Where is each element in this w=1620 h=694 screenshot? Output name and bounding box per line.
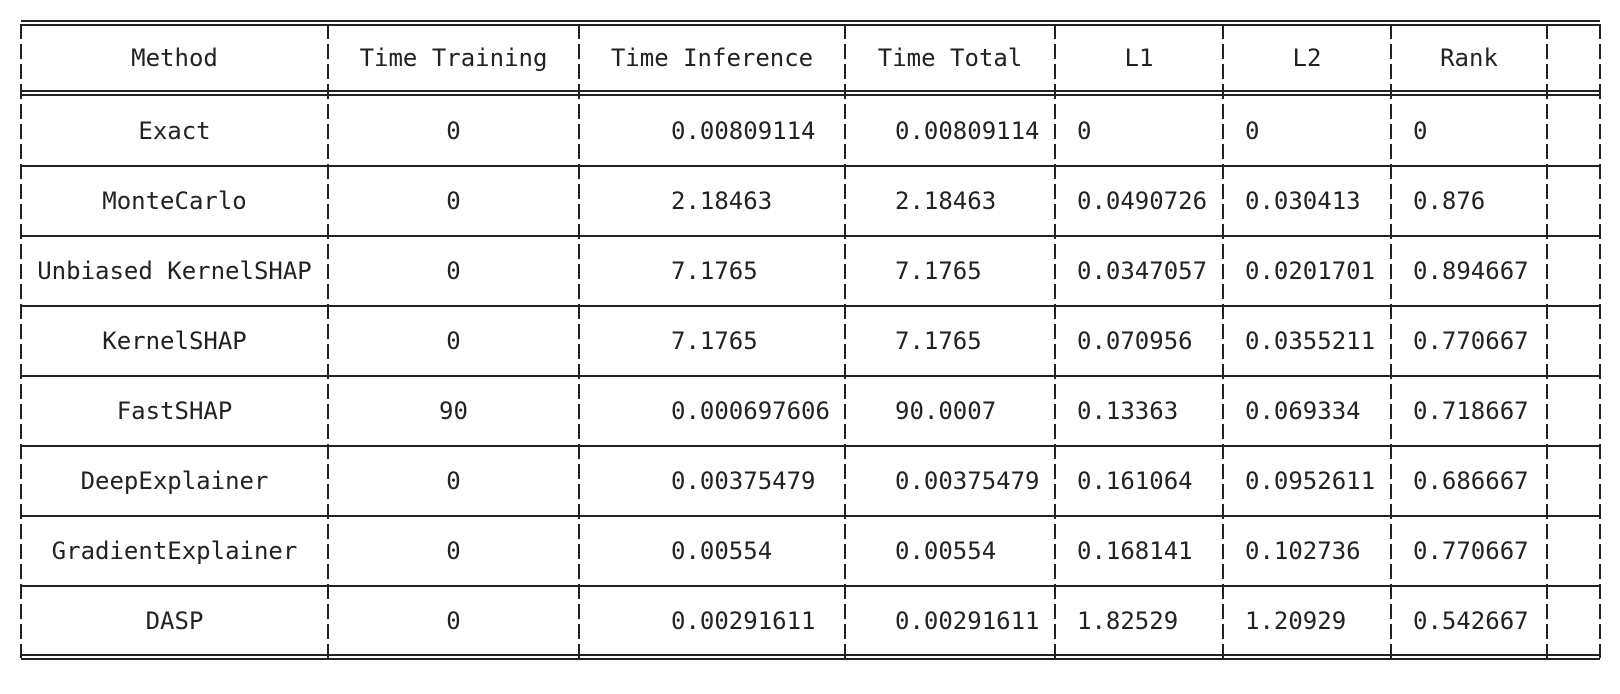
table-cell: 0 <box>446 257 461 285</box>
row-separator <box>21 305 1600 307</box>
table-cell: Exact <box>138 117 211 145</box>
column-header: Rank <box>1440 44 1498 72</box>
column-header: Method <box>131 44 218 72</box>
table-top-rule <box>21 20 1600 22</box>
column-header: L2 <box>1292 44 1322 72</box>
table-cell: DASP <box>145 607 204 635</box>
table-cell: FastSHAP <box>116 397 233 425</box>
table-cell: 0 <box>446 187 461 215</box>
table-cell: MonteCarlo <box>102 187 247 215</box>
table-cell: 7.1765 <box>895 327 982 355</box>
table-cell: 0 <box>446 117 461 145</box>
table-cell: 0 <box>446 607 461 635</box>
row-separator <box>21 165 1600 167</box>
table-cell: 90.0007 <box>895 397 997 425</box>
table-cell: 0.0952611 <box>1245 467 1376 495</box>
row-separator <box>21 515 1600 517</box>
table-cell: 0.13363 <box>1077 397 1179 425</box>
table-cell: 0.00554 <box>895 537 997 565</box>
table-bottom-rule-inner <box>21 658 1600 660</box>
table-top-rule-inner <box>21 24 1600 26</box>
table-cell: KernelSHAP <box>102 327 247 355</box>
table-cell: 7.1765 <box>671 257 758 285</box>
table-cell: 0.542667 <box>1413 607 1529 635</box>
table-cell: 0 <box>1245 117 1260 145</box>
table-cell: 0.894667 <box>1413 257 1529 285</box>
table-cell: 0.686667 <box>1413 467 1529 495</box>
table-cell: 2.18463 <box>895 187 997 215</box>
table-cell: 0 <box>1413 117 1428 145</box>
column-divider <box>1599 24 1601 658</box>
table-cell: 0.718667 <box>1413 397 1529 425</box>
table-cell: 0 <box>446 467 461 495</box>
table-cell: 7.1765 <box>895 257 982 285</box>
table-cell: 0.876 <box>1413 187 1486 215</box>
table-cell: 0.00291611 <box>895 607 1040 635</box>
table-cell: 2.18463 <box>671 187 773 215</box>
table-cell: 0.070956 <box>1077 327 1193 355</box>
table-cell: 0.000697606 <box>671 397 830 425</box>
table-cell: 0.0355211 <box>1245 327 1376 355</box>
column-header: L1 <box>1124 44 1154 72</box>
column-divider <box>20 24 22 658</box>
table-cell: 0.00375479 <box>671 467 816 495</box>
table-cell: Unbiased KernelSHAP <box>37 257 312 285</box>
table-cell: 0.069334 <box>1245 397 1361 425</box>
column-divider <box>327 24 329 658</box>
table-cell: 90 <box>439 397 468 425</box>
table-cell: 0.770667 <box>1413 327 1529 355</box>
table-cell: 0.00291611 <box>671 607 816 635</box>
column-divider <box>578 24 580 658</box>
table-cell: 0.00375479 <box>895 467 1040 495</box>
column-divider <box>1390 24 1392 658</box>
row-separator <box>21 445 1600 447</box>
table-cell: 1.82529 <box>1077 607 1179 635</box>
table-cell: GradientExplainer <box>51 537 298 565</box>
table-cell: 7.1765 <box>671 327 758 355</box>
table-cell: 0.00554 <box>671 537 773 565</box>
column-header: Time Training <box>359 44 548 72</box>
table-cell: 0.0347057 <box>1077 257 1208 285</box>
table-cell: 0.00809114 <box>895 117 1040 145</box>
table-cell: 0 <box>446 537 461 565</box>
header-bottom-rule-inner <box>21 94 1600 96</box>
row-separator <box>21 235 1600 237</box>
column-divider <box>1054 24 1056 658</box>
table-cell: 0 <box>1077 117 1092 145</box>
row-separator <box>21 375 1600 377</box>
header-bottom-rule <box>21 90 1600 92</box>
column-header: Time Total <box>877 44 1023 72</box>
table-bottom-rule <box>21 654 1600 656</box>
table-cell: 0 <box>446 327 461 355</box>
table-cell: 0.168141 <box>1077 537 1193 565</box>
column-header: Time Inference <box>610 44 814 72</box>
column-divider <box>1546 24 1548 658</box>
table-cell: 0.0490726 <box>1077 187 1208 215</box>
column-divider <box>1222 24 1224 658</box>
row-separator <box>21 585 1600 587</box>
column-divider <box>844 24 846 658</box>
results-table: Method Time Training Time Inference Time To… <box>20 20 1601 672</box>
table-cell: 0.0201701 <box>1245 257 1376 285</box>
table-cell: 0.161064 <box>1077 467 1193 495</box>
table-cell: 0.770667 <box>1413 537 1529 565</box>
table-cell: 1.20929 <box>1245 607 1347 635</box>
table-cell: 0.102736 <box>1245 537 1361 565</box>
table-cell: DeepExplainer <box>80 467 269 495</box>
table-cell: 0.030413 <box>1245 187 1361 215</box>
table-cell: 0.00809114 <box>671 117 816 145</box>
